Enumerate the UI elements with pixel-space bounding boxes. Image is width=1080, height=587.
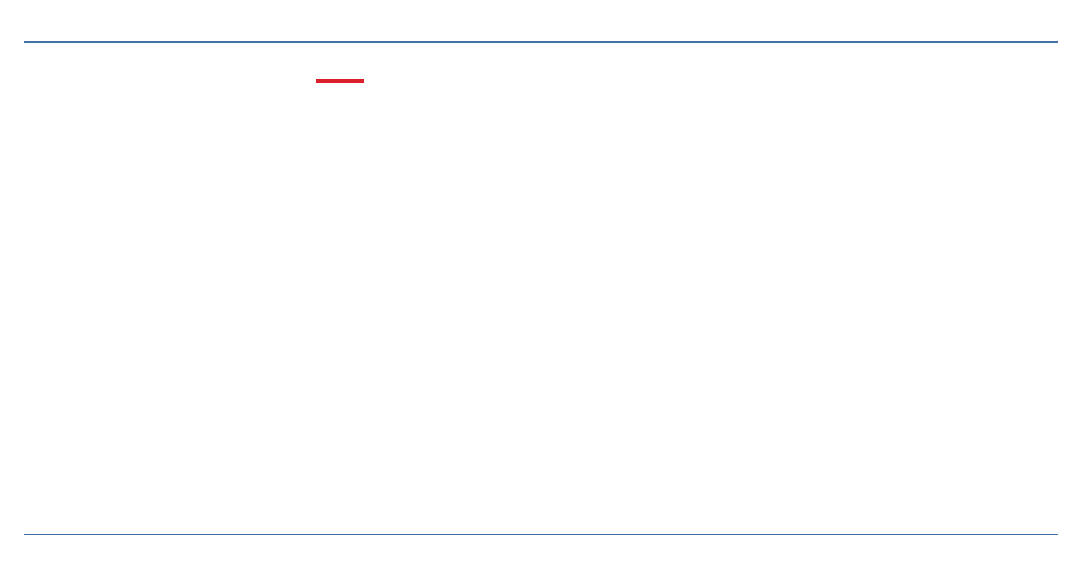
chart-area [24,50,1058,528]
title-divider [24,41,1058,43]
legend-line-icon [316,79,364,83]
chart-legend [316,68,370,94]
plot-svg [24,50,1058,528]
footer-divider [24,534,1058,535]
figure-title-wrap [24,10,1064,42]
